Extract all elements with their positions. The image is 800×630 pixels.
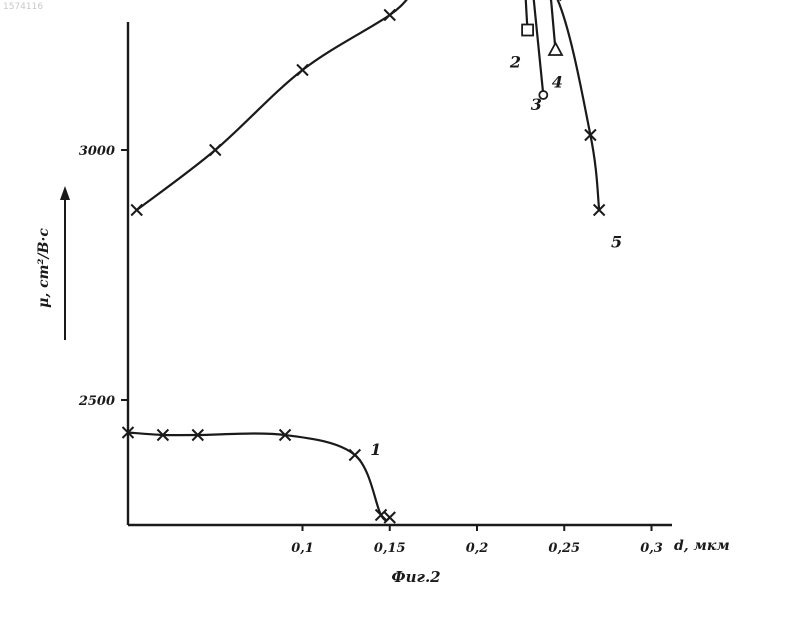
y-tick-label: 2500 bbox=[78, 394, 115, 409]
cross-marker bbox=[349, 450, 360, 461]
series-1-line bbox=[128, 433, 390, 521]
cross-marker bbox=[131, 205, 142, 216]
triangle-marker bbox=[549, 43, 562, 55]
series-2-label: 2 bbox=[509, 53, 521, 72]
chart-markers bbox=[123, 0, 605, 523]
cross-marker bbox=[210, 145, 221, 156]
x-tick-label: 0,15 bbox=[374, 541, 406, 556]
x-tick-label: 0,1 bbox=[291, 541, 314, 556]
series-2-line bbox=[137, 0, 528, 30]
series-4-label: 4 bbox=[552, 73, 563, 92]
series-3-label: 3 bbox=[531, 95, 542, 114]
y-tick-label: 3000 bbox=[79, 144, 115, 159]
y-axis-label: μ, cm²/B·c bbox=[36, 228, 52, 308]
corner-number: 1574116 bbox=[3, 2, 43, 12]
chart-labels: 1 2 34 5 bbox=[370, 53, 622, 460]
series-5-label: 5 bbox=[611, 233, 622, 252]
chart-curves bbox=[128, 0, 599, 520]
x-tick-label: 0,2 bbox=[466, 541, 489, 556]
y-axis-label-group: μ, cm²/B·c bbox=[36, 228, 52, 308]
series-1-label: 1 bbox=[370, 440, 381, 459]
y-axis-label-arrow-head bbox=[60, 186, 70, 200]
series-3-line bbox=[137, 0, 544, 95]
x-tick-label: 0,3 bbox=[640, 541, 663, 556]
cross-marker bbox=[384, 512, 395, 523]
axis-ticks: 0,10,150,20,250,32500300035004000 bbox=[78, 0, 663, 556]
cross-marker bbox=[376, 510, 387, 521]
x-axis-label: d, мкм bbox=[674, 538, 730, 554]
figure-caption: Фиг.2 bbox=[391, 568, 440, 586]
x-tick-label: 0,25 bbox=[548, 541, 580, 556]
cross-marker bbox=[297, 65, 308, 76]
square-marker bbox=[522, 25, 533, 36]
cross-marker bbox=[384, 10, 395, 21]
